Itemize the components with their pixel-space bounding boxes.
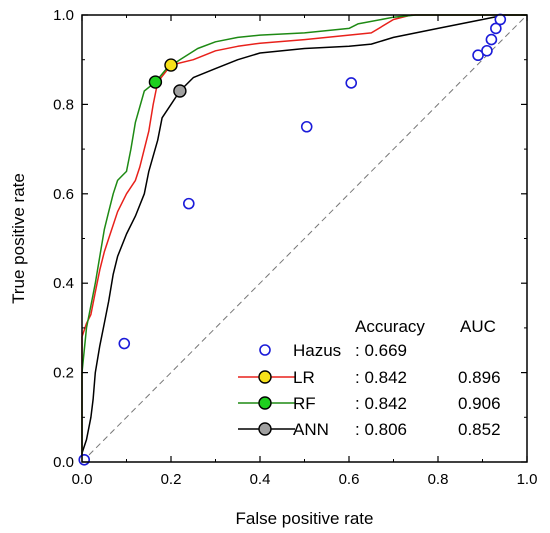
legend-accuracy-lr: : 0.842 [355, 368, 407, 387]
roc-curve-rf [81, 14, 527, 462]
x-tick-label: 0.2 [161, 471, 182, 488]
y-tick-label: 0.0 [53, 454, 74, 471]
roc-curve-lr [81, 14, 527, 462]
x-tick-label: 0.4 [250, 471, 271, 488]
x-tick-label: 1.0 [517, 471, 538, 488]
legend-marker-rf [258, 396, 272, 410]
hazus-point [494, 13, 507, 26]
roc-curves-layer [81, 14, 527, 462]
hazus-point [490, 22, 502, 35]
hazus-point [78, 453, 91, 466]
x-tick-label: 0.8 [428, 471, 449, 488]
operating-point-lr [164, 58, 178, 72]
y-tick-label: 0.6 [53, 186, 74, 203]
legend-accuracy-rf: : 0.842 [355, 394, 407, 413]
legend-label-lr: LR [293, 368, 315, 387]
axes-layer: 0.00.0 0.2 0.2 0.4 0.4 0.6 0.6 0.8 0.8 1.0 1.0 Fals… [9, 7, 537, 528]
chance-diagonal-line [81, 14, 528, 463]
hazus-point [481, 44, 493, 57]
legend-marker-lr [258, 370, 272, 384]
x-tick-label: 0.0 [72, 471, 93, 488]
legend-symbol-hazus [259, 344, 271, 356]
operating-points-layer [148, 58, 187, 98]
y-tick-label: 1.0 [53, 7, 74, 24]
operating-point-ann [173, 84, 187, 98]
operating-point-rf [148, 75, 163, 89]
legend-auc-lr: 0.896 [458, 368, 501, 387]
x-tick-label: 0.6 [339, 471, 360, 488]
hazus-point [300, 120, 313, 133]
legend-label-rf: RF [293, 394, 316, 413]
legend-auc-ann: 0.852 [458, 420, 501, 439]
y-axis-title: True positive rate [9, 173, 28, 304]
legend-label-ann: ANN [293, 420, 329, 439]
legend-label-hazus: Hazus [293, 341, 341, 360]
legend-header-auc: AUC [460, 317, 496, 336]
legend-accuracy-ann: : 0.806 [355, 420, 407, 439]
y-tick-label: 0.2 [53, 365, 74, 382]
x-axis-title: False positive rate [236, 509, 374, 528]
legend-accuracy-hazus: : 0.669 [355, 341, 407, 360]
hazus-point [345, 77, 358, 89]
hazus-point [485, 33, 498, 46]
hazus-point [183, 197, 195, 210]
y-tick-label: 0.8 [53, 96, 74, 113]
legend: Accuracy AUC Hazus : 0.669 LR : 0.842 0.896 RF:… [238, 317, 501, 439]
y-tick-label: 0.4 [53, 275, 74, 292]
legend-header-accuracy: Accuracy [355, 317, 425, 336]
legend-marker-ann [258, 422, 272, 436]
roc-curve-ann [81, 14, 527, 462]
reference-diagonal-layer [81, 14, 528, 463]
hazus-point [118, 337, 131, 350]
legend-auc-rf: 0.906 [458, 394, 501, 413]
hazus-point [472, 49, 484, 62]
